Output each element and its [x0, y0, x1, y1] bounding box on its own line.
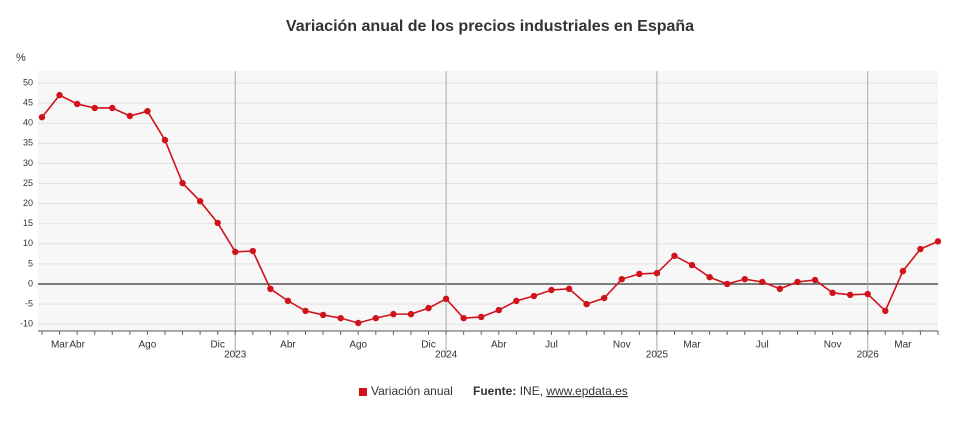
x-tick-label: Dic	[210, 340, 224, 351]
data-point	[636, 270, 643, 278]
x-tick-label: Abr	[69, 340, 85, 351]
data-point	[390, 310, 397, 318]
y-tick-label: 20	[23, 198, 33, 208]
chart-title: Variación anual de los precios industria…	[286, 18, 694, 35]
y-axis-label: %	[16, 52, 26, 64]
x-year-label: 2023	[224, 350, 247, 361]
data-point	[355, 319, 362, 327]
data-point	[583, 300, 590, 308]
data-point	[161, 136, 169, 144]
legend-swatch	[359, 388, 367, 396]
x-year-label: 2026	[857, 350, 880, 361]
x-tick-label: Abr	[280, 340, 296, 351]
x-tick-label: Dic	[421, 340, 435, 351]
data-point	[267, 285, 274, 293]
y-tick-label: 40	[23, 118, 33, 128]
data-point	[618, 275, 625, 283]
data-point	[741, 275, 748, 283]
data-point	[565, 285, 573, 293]
x-tick-label: Nov	[824, 340, 842, 351]
data-point	[38, 114, 46, 121]
data-point	[460, 314, 467, 322]
data-point	[530, 292, 538, 300]
data-point	[337, 314, 344, 322]
data-point	[442, 295, 450, 303]
x-tick-label: Abr	[491, 340, 507, 351]
data-point	[653, 269, 661, 277]
data-point	[899, 267, 907, 275]
x-year-label: 2024	[435, 350, 458, 361]
y-tick-label: 0	[28, 278, 33, 288]
data-point	[846, 291, 854, 299]
data-point	[917, 245, 924, 253]
data-point	[126, 112, 134, 120]
data-point	[723, 280, 731, 288]
y-tick-label: -5	[25, 298, 33, 308]
x-tick-label: Nov	[613, 340, 631, 351]
data-point	[73, 100, 81, 108]
x-tick-label: Ago	[139, 340, 157, 351]
data-point	[600, 294, 608, 302]
data-point	[513, 297, 520, 305]
data-point	[284, 297, 292, 305]
data-point	[794, 278, 801, 286]
data-point	[109, 104, 116, 112]
data-point	[91, 104, 98, 112]
y-tick-label: 5	[28, 258, 33, 268]
y-tick-label: 50	[23, 77, 33, 87]
data-point	[495, 306, 502, 314]
y-tick-label: 45	[23, 98, 33, 108]
source-link[interactable]: www.epdata.es	[545, 384, 627, 398]
data-point	[214, 219, 221, 227]
data-point	[425, 304, 432, 312]
data-point	[688, 261, 696, 269]
x-year-label: 2025	[646, 350, 669, 361]
data-point	[864, 290, 871, 298]
data-point	[56, 91, 63, 99]
data-point	[706, 273, 713, 281]
data-point	[671, 252, 678, 260]
data-point	[829, 289, 836, 297]
x-tick-label: Jul	[545, 340, 558, 351]
x-tick-label: Mar	[51, 340, 69, 351]
x-tick-label: Mar	[894, 340, 912, 351]
data-point	[759, 278, 766, 286]
data-point	[196, 198, 204, 205]
y-tick-label: 30	[23, 158, 33, 168]
series-line	[41, 94, 939, 324]
data-point	[811, 276, 819, 284]
data-point	[934, 238, 942, 245]
data-point	[478, 313, 485, 321]
data-point	[232, 248, 239, 256]
data-point	[302, 307, 309, 315]
y-tick-label: 25	[23, 178, 33, 188]
x-tick-label: Mar	[683, 340, 701, 351]
data-point	[179, 179, 186, 187]
data-point	[407, 310, 415, 318]
grid	[38, 71, 938, 357]
y-tick-label: 10	[23, 238, 33, 248]
source: Fuente: INE, www.epdata.es	[473, 384, 628, 398]
data-point	[319, 311, 327, 319]
data-point	[249, 247, 257, 255]
source-name: INE,	[520, 384, 543, 398]
data-point	[548, 286, 555, 294]
data-point	[776, 285, 784, 293]
y-tick-label: 35	[23, 138, 33, 148]
legend-label: Variación anual	[371, 384, 453, 398]
data-point	[882, 307, 889, 315]
data-point	[144, 107, 151, 115]
marks	[38, 91, 942, 327]
plot-background	[38, 71, 938, 331]
source-label: Fuente:	[473, 384, 516, 398]
y-tick-label: -10	[20, 319, 33, 329]
x-tick-label: Ago	[349, 340, 367, 351]
data-point	[372, 314, 380, 322]
x-tick-label: Jul	[756, 340, 769, 351]
y-tick-label: 15	[23, 218, 33, 228]
